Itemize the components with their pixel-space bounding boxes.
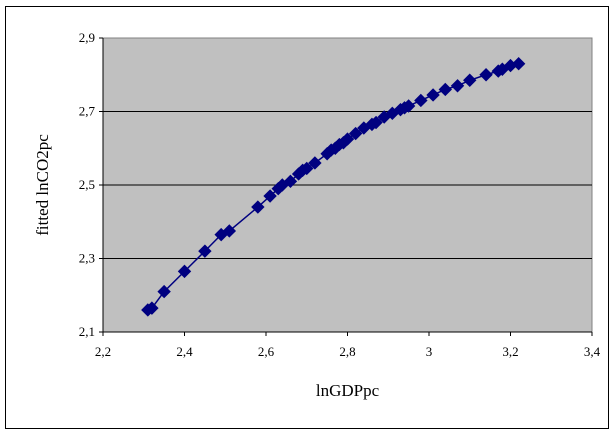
x-tick-labels: 2,2 2,4 2,6 2,8 3 3,2 3,4 — [95, 344, 601, 359]
series-layer — [141, 57, 526, 317]
data-point — [222, 224, 237, 238]
data-point — [300, 161, 314, 176]
data-point — [340, 132, 355, 146]
axes — [99, 37, 593, 336]
data-point — [401, 99, 416, 113]
data-point — [348, 126, 363, 141]
y-axis-title: fitted lnCO2pc — [33, 134, 52, 236]
y-tick-label: 2,9 — [79, 30, 95, 45]
y-tick-label: 2,1 — [79, 324, 95, 339]
data-point — [251, 200, 265, 214]
data-point — [157, 284, 171, 299]
data-point — [145, 301, 159, 315]
data-point — [426, 88, 440, 102]
y-tick-label: 2,3 — [79, 251, 95, 266]
data-point — [198, 244, 212, 258]
data-point — [511, 57, 526, 71]
data-point — [283, 174, 298, 189]
data-point — [414, 93, 428, 108]
data-point — [438, 82, 453, 97]
x-axis-title: lnGDPpc — [316, 381, 380, 400]
x-tick-label: 2,4 — [176, 344, 193, 359]
data-point — [177, 264, 192, 279]
gridlines — [103, 111, 592, 259]
data-point — [450, 79, 465, 93]
x-tick-label: 3 — [426, 344, 433, 359]
x-tick-label: 3,4 — [584, 344, 601, 359]
data-point — [463, 73, 477, 87]
data-point — [479, 68, 493, 82]
data-point — [263, 189, 277, 203]
data-point — [369, 115, 383, 130]
x-tick-label: 2,2 — [95, 344, 111, 359]
x-tick-label: 2,8 — [339, 344, 355, 359]
x-tick-label: 3,2 — [502, 344, 518, 359]
y-tick-label: 2,5 — [79, 177, 95, 192]
y-tick-label: 2,7 — [79, 104, 96, 119]
data-point — [308, 156, 322, 170]
y-tick-labels: 2,1 2,3 2,5 2,7 2,9 — [79, 30, 96, 339]
x-tick-label: 2,6 — [258, 344, 275, 359]
